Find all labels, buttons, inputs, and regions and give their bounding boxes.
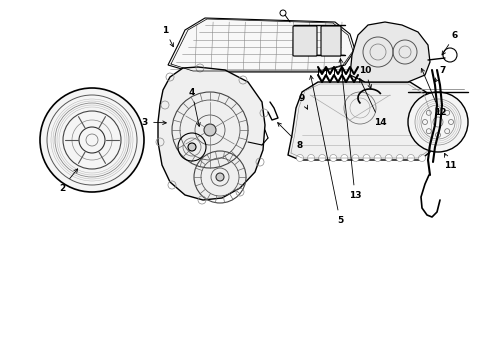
Text: 11: 11: [443, 153, 455, 170]
Text: 13: 13: [338, 59, 361, 199]
Circle shape: [340, 154, 347, 162]
FancyBboxPatch shape: [320, 26, 340, 56]
Polygon shape: [158, 67, 264, 200]
Text: 4: 4: [188, 87, 200, 126]
Text: 7: 7: [434, 66, 445, 82]
Circle shape: [407, 154, 413, 162]
Circle shape: [351, 154, 358, 162]
Text: 8: 8: [277, 123, 303, 149]
Text: 12: 12: [420, 68, 446, 117]
Circle shape: [407, 92, 467, 152]
Polygon shape: [287, 82, 433, 160]
Text: 2: 2: [59, 169, 78, 193]
Polygon shape: [349, 22, 429, 82]
Circle shape: [318, 154, 325, 162]
Circle shape: [187, 143, 196, 151]
Text: 9: 9: [298, 94, 307, 109]
Circle shape: [395, 154, 403, 162]
Text: 14: 14: [359, 78, 386, 126]
Polygon shape: [168, 18, 354, 72]
Circle shape: [373, 154, 380, 162]
Text: 6: 6: [441, 31, 457, 55]
Text: 1: 1: [162, 26, 173, 47]
Circle shape: [307, 154, 314, 162]
Text: 10: 10: [358, 66, 371, 89]
FancyBboxPatch shape: [292, 26, 316, 56]
Circle shape: [418, 154, 425, 162]
Circle shape: [362, 154, 369, 162]
Circle shape: [40, 88, 143, 192]
Circle shape: [329, 154, 336, 162]
Text: 5: 5: [309, 76, 343, 225]
Circle shape: [296, 154, 303, 162]
Circle shape: [216, 173, 224, 181]
Circle shape: [385, 154, 391, 162]
Text: 3: 3: [142, 117, 166, 126]
Circle shape: [203, 124, 216, 136]
